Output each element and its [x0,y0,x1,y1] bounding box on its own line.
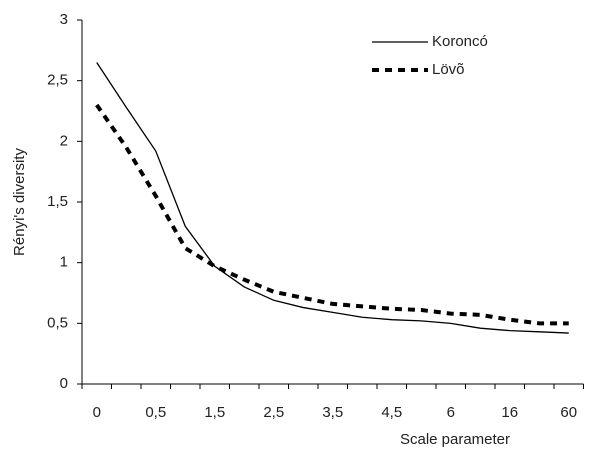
y-axis-label: Rényi's diversity [11,148,28,256]
legend-label: Lövõ [432,61,465,78]
x-tick-label: 0 [93,404,101,421]
x-axis-label: Scale parameter [400,431,510,448]
x-tick-label: 1,5 [204,404,225,421]
x-tick-label: 60 [560,404,577,421]
x-tick-label: 6 [447,404,455,421]
y-tick-label: 1,5 [47,193,68,210]
x-tick-label: 4,5 [381,404,402,421]
y-tick-label: 1 [60,254,68,271]
y-tick-label: 3 [60,11,68,28]
y-tick-label: 2,5 [47,72,68,89]
series-line [96,62,569,334]
x-tick-label: 16 [501,404,518,421]
legend-label: Koroncó [432,33,488,50]
y-tick-label: 0 [60,375,68,392]
x-tick-label: 3,5 [322,404,343,421]
x-tick-label: 2,5 [263,404,284,421]
series-line [95,103,569,326]
y-tick-label: 2 [60,132,68,149]
y-tick-label: 0,5 [47,314,68,331]
x-tick-label: 0,5 [145,404,166,421]
